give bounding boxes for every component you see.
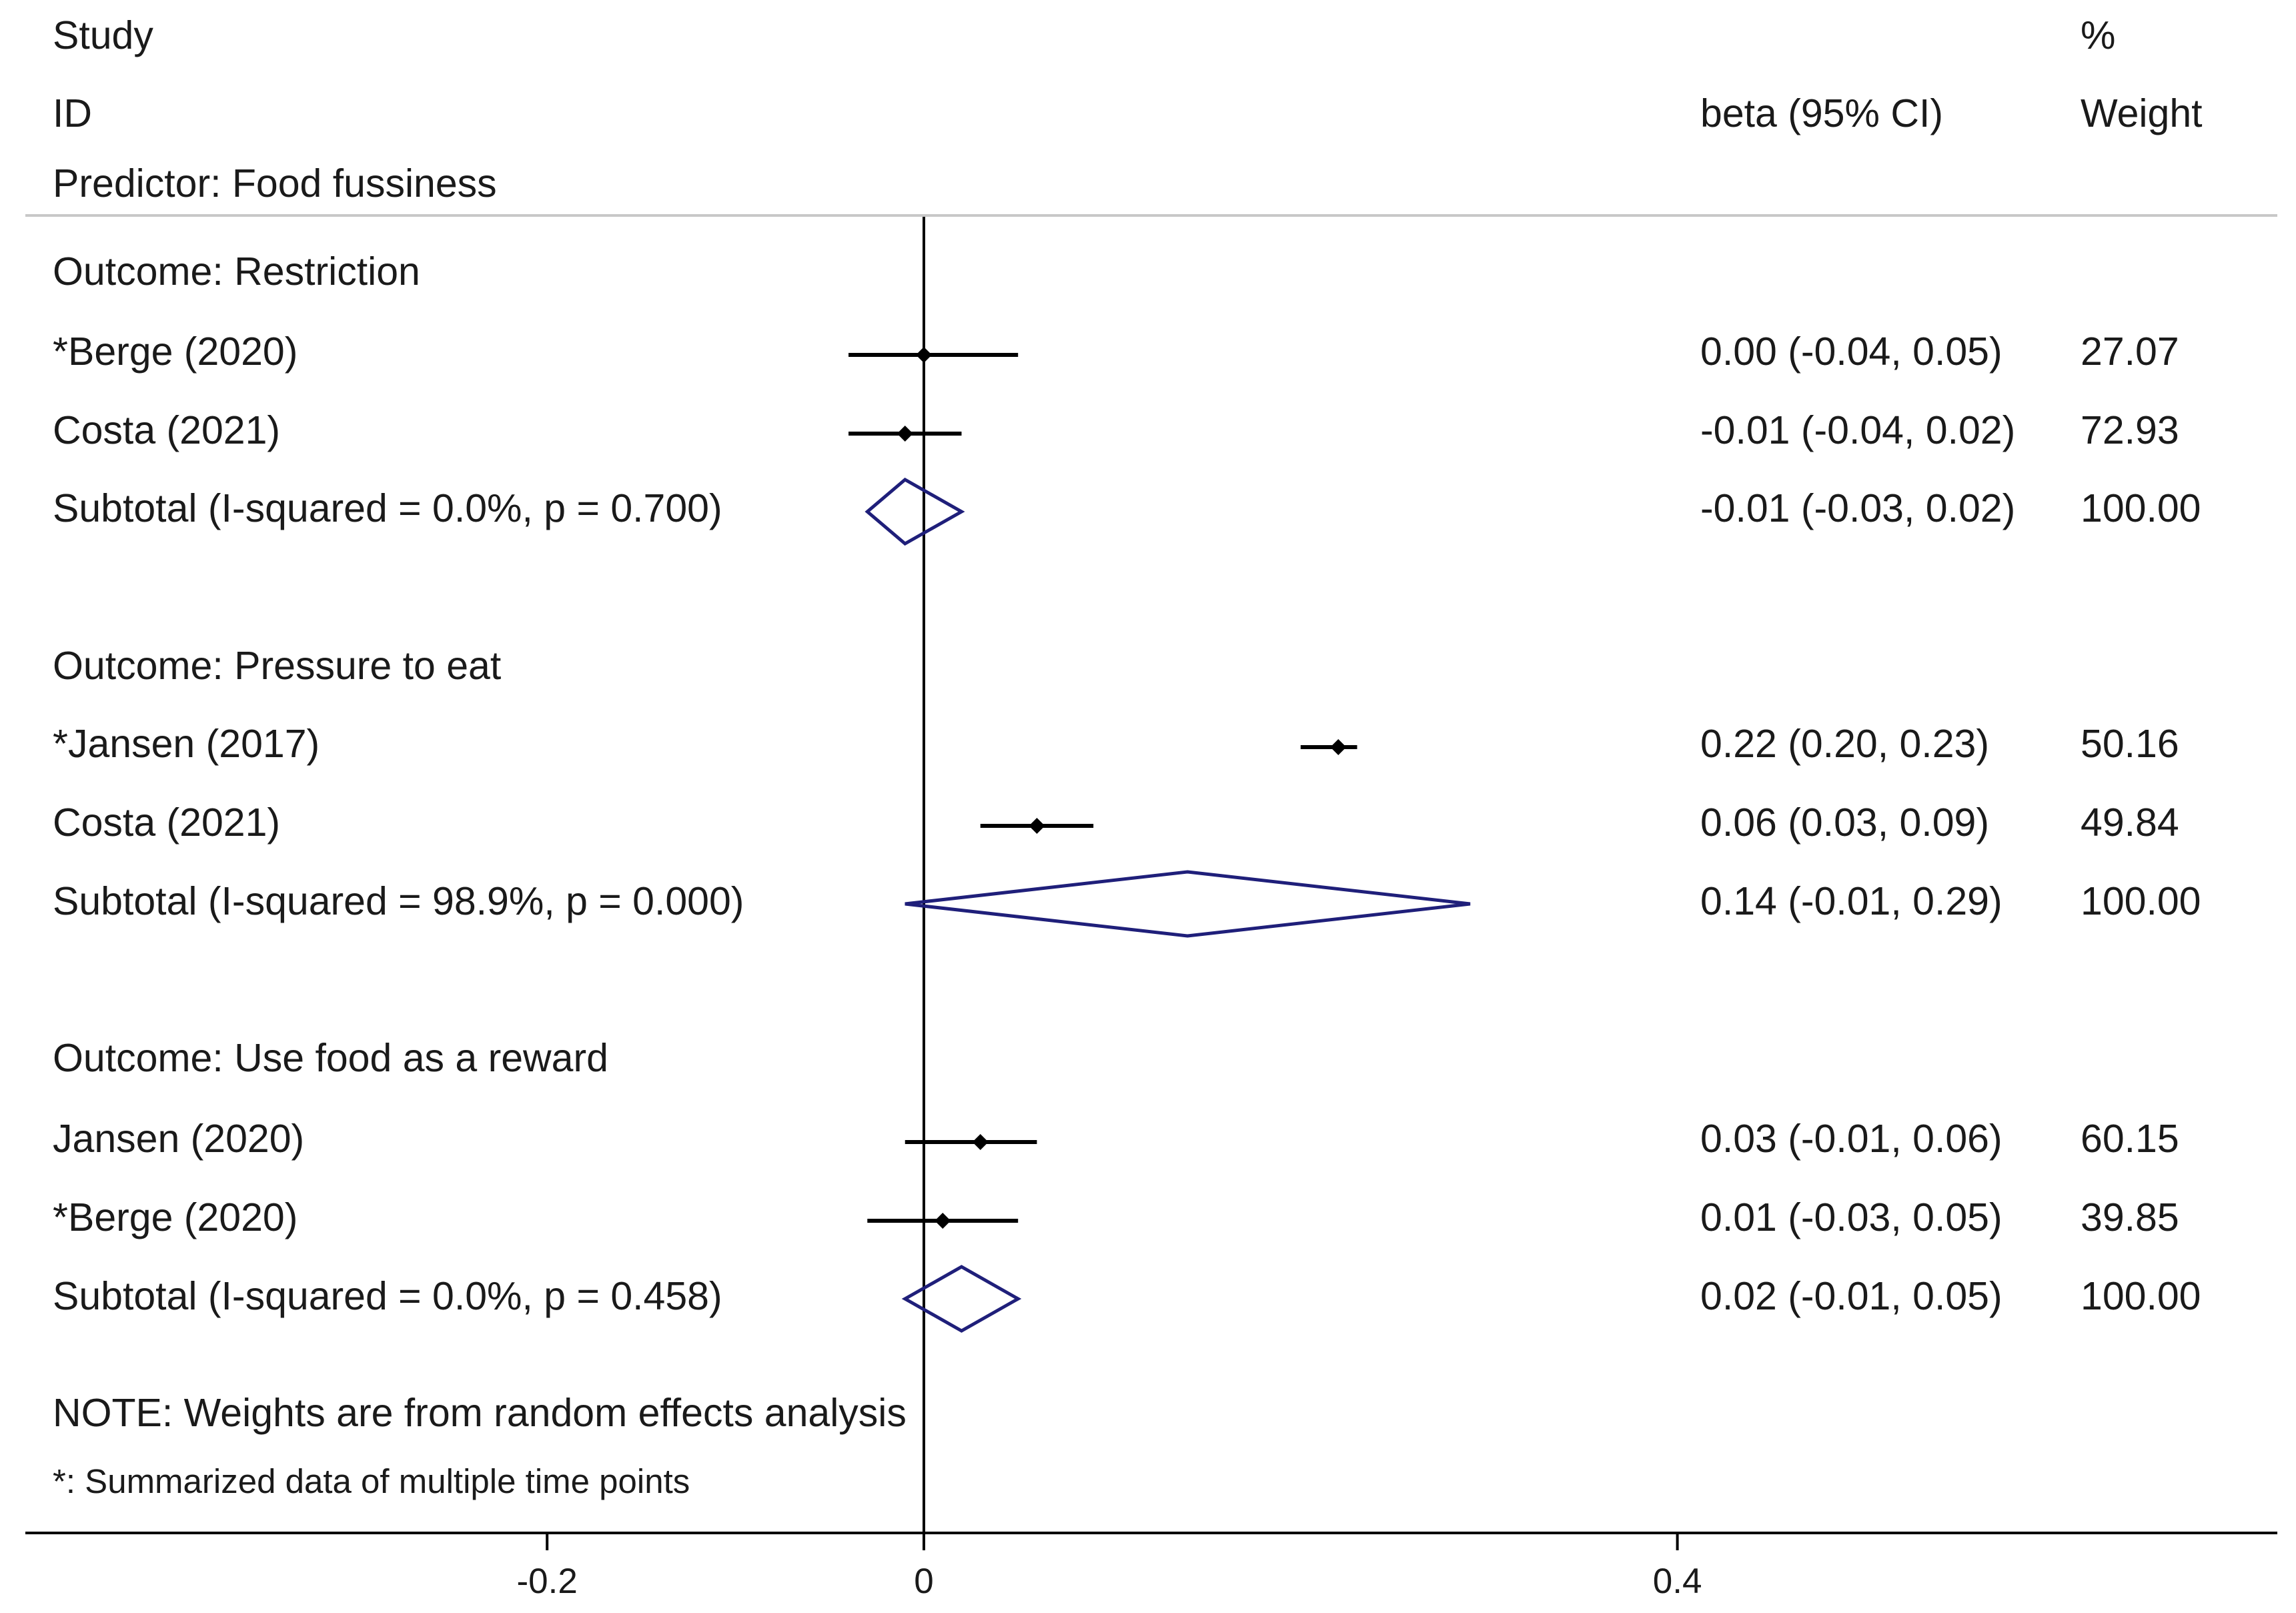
- x-tick-label: 0: [914, 1562, 933, 1601]
- note-text: NOTE: Weights are from random effects an…: [53, 1391, 907, 1435]
- study-label: Costa (2021): [53, 800, 280, 845]
- group-title-restriction: Outcome: Restriction: [53, 249, 420, 294]
- predictor-label: Predictor: Food fussiness: [53, 161, 497, 205]
- footnote-text: *: Summarized data of multiple time poin…: [53, 1462, 690, 1500]
- subtotal-diamond: [905, 870, 1471, 938]
- subtotal-label: Subtotal (I-squared = 0.0%, p = 0.458): [53, 1274, 722, 1318]
- point-estimate: [972, 1134, 989, 1150]
- study-weight: 27.07: [2081, 330, 2179, 374]
- point-estimate: [1330, 739, 1347, 755]
- group-title-reward: Outcome: Use food as a reward: [53, 1036, 608, 1080]
- subtotal-ci-text: -0.01 (-0.03, 0.02): [1700, 486, 2015, 530]
- plot-marks: [848, 217, 1471, 1533]
- subtotal-diamond: [865, 477, 965, 546]
- subtotal-weight: 100.00: [2081, 879, 2201, 923]
- x-tick-label: 0.4: [1653, 1562, 1702, 1601]
- subtotal-weight: 100.00: [2081, 1274, 2201, 1318]
- study-ci-text: 0.06 (0.03, 0.09): [1700, 800, 1989, 845]
- study-weight: 72.93: [2081, 408, 2179, 452]
- subtotal-ci-text: 0.02 (-0.01, 0.05): [1700, 1274, 2002, 1318]
- point-estimate: [935, 1213, 951, 1229]
- header-weight-percent: %: [2081, 13, 2115, 57]
- study-label: *Berge (2020): [53, 330, 298, 374]
- study-weight: 50.16: [2081, 722, 2179, 766]
- study-weight: 60.15: [2081, 1117, 2179, 1161]
- point-estimate: [897, 426, 913, 442]
- header-weight: Weight: [2081, 91, 2203, 135]
- point-estimate: [1029, 818, 1045, 834]
- subtotal-label: Subtotal (I-squared = 0.0%, p = 0.700): [53, 486, 722, 530]
- row-texts: *Berge (2020) 0.00 (-0.04, 0.05) 27.07 C…: [53, 330, 2201, 1318]
- study-ci-text: 0.01 (-0.03, 0.05): [1700, 1195, 2002, 1239]
- subtotal-diamond: [901, 1265, 1022, 1333]
- study-weight: 39.85: [2081, 1195, 2179, 1239]
- study-label: *Jansen (2017): [53, 722, 320, 766]
- group-title-pressure: Outcome: Pressure to eat: [53, 644, 501, 688]
- study-ci-text: 0.00 (-0.04, 0.05): [1700, 330, 2002, 374]
- study-ci-text: -0.01 (-0.04, 0.02): [1700, 408, 2015, 452]
- subtotal-label: Subtotal (I-squared = 98.9%, p = 0.000): [53, 879, 744, 923]
- point-estimate: [916, 347, 932, 363]
- study-ci-text: 0.03 (-0.01, 0.06): [1700, 1117, 2002, 1161]
- study-weight: 49.84: [2081, 800, 2179, 845]
- study-label: *Berge (2020): [53, 1195, 298, 1239]
- x-tick-label: -0.2: [517, 1562, 578, 1601]
- subtotal-ci-text: 0.14 (-0.01, 0.29): [1700, 879, 2002, 923]
- header-effect: beta (95% CI): [1700, 91, 1943, 135]
- header-study: Study: [53, 13, 153, 57]
- subtotal-weight: 100.00: [2081, 486, 2201, 530]
- header-id: ID: [53, 91, 92, 135]
- study-ci-text: 0.22 (0.20, 0.23): [1700, 722, 1989, 766]
- x-axis-ticks: -0.2 0 0.4: [517, 1533, 1702, 1601]
- study-label: Jansen (2020): [53, 1117, 304, 1161]
- study-label: Costa (2021): [53, 408, 280, 452]
